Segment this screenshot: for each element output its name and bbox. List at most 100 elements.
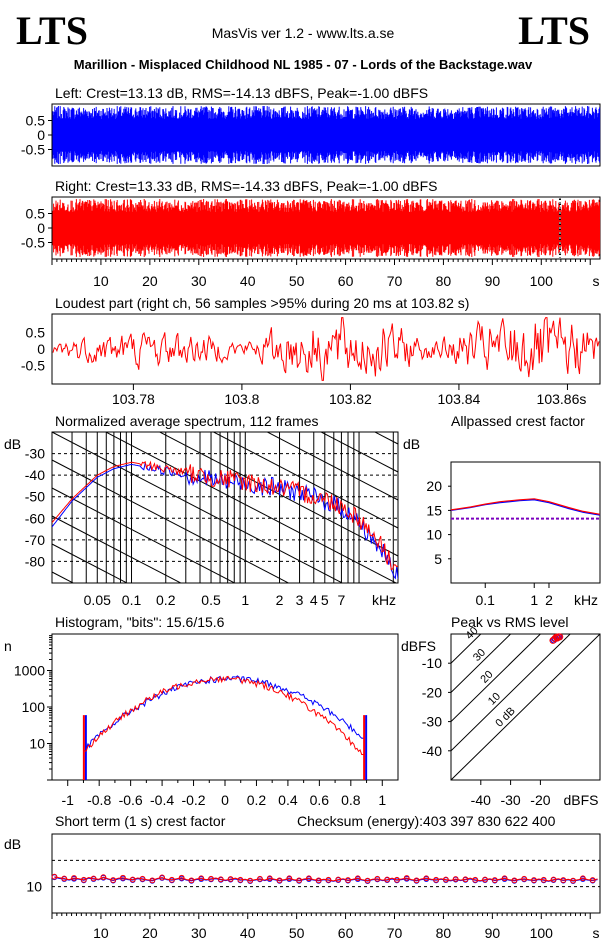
time-axis-label: s [593, 273, 600, 289]
right-waveform [52, 199, 601, 257]
spectrum-slope-line [52, 432, 344, 583]
time-axis-label: 100 [530, 273, 554, 289]
spectrum-slope-line [52, 515, 182, 583]
spectrum-slope-line [52, 656, 398, 836]
short-term-point-right [433, 876, 439, 883]
histogram-title: Histogram, "bits": 15.6/15.6 [55, 614, 225, 630]
short-term-ytick-label: 10 [26, 879, 42, 895]
checksum-value: 403 397 830 622 400 [423, 813, 556, 829]
left-waveform-trace [52, 106, 601, 164]
allpassed-xtick-label: 0.1 [476, 592, 496, 608]
spectrum-slope-line [52, 487, 236, 583]
spectrum-plot [52, 432, 398, 864]
loudest-part-title: Loudest part (right ch, 56 samples >95% … [55, 295, 469, 311]
histogram-xtick-label: 0.6 [310, 792, 330, 808]
histogram-xtick-label: -0.8 [87, 792, 111, 808]
spectrum-slope-line [52, 684, 398, 864]
spectrum-ytick-label: -40 [25, 467, 45, 483]
histogram-xtick-label: 0.4 [278, 792, 298, 808]
histogram-xtick-label: 0.2 [247, 792, 267, 808]
allpassed-xtick-label: 1 [530, 592, 538, 608]
short-term-xtick-label: 80 [436, 925, 452, 941]
allpassed-xtick-label: 2 [545, 592, 553, 608]
short-term-point-right [217, 876, 224, 883]
spectrum-xtick-label: 4 [310, 592, 318, 608]
histogram-xtick-label: 1 [378, 792, 386, 808]
loudest-ytick-label: -0.5 [21, 358, 45, 374]
allpassed-ytick-label: 15 [426, 502, 442, 518]
short-term-point-right [139, 875, 146, 882]
allpassed-ytick-label: 5 [434, 551, 442, 567]
peak-rms-crest-line [451, 634, 542, 723]
peak-rms-title: Peak vs RMS level [451, 614, 568, 630]
loudest-part-frame [51, 313, 601, 385]
short-term-xtick-label: 50 [289, 925, 305, 941]
short-term-point-right [560, 877, 567, 883]
right-ytick-label: 0 [37, 220, 45, 236]
short-term-point-right [51, 873, 58, 880]
short-term-point-right [423, 875, 430, 882]
spectrum-xtick-label: 0.1 [122, 592, 142, 608]
time-axis-label: 40 [240, 273, 256, 289]
loudest-part-trace [52, 317, 600, 381]
short-term-point-right [305, 875, 312, 882]
short-term-point-right [257, 875, 263, 882]
short-term-xtick-label: 40 [240, 925, 256, 941]
short-term-point-right [276, 877, 283, 884]
peak-rms-point-right [549, 636, 557, 644]
loudest-xtick-label: 103.84 [438, 391, 481, 407]
peak-rms-plot [451, 634, 600, 780]
short-term-point-right [374, 875, 381, 882]
peak-rms-point-right [556, 633, 564, 641]
short-term-point-right [511, 877, 518, 884]
short-term-point-right [129, 876, 136, 883]
short-term-point-right [198, 875, 205, 882]
short-term-point-right [442, 876, 449, 883]
spectrum-slope-line [212, 432, 398, 529]
app-title: MasVis ver 1.2 - www.lts.a.se [211, 25, 395, 41]
short-term-point-right [110, 877, 117, 883]
short-term-point-right [345, 877, 351, 883]
short-term-point-right [394, 876, 400, 883]
spectrum-xtick-label: kHz [372, 592, 396, 608]
allpassed-series-left [450, 499, 601, 516]
spectrum-ytick-label: -70 [25, 532, 45, 548]
allpassed-ylabel: dB [403, 436, 420, 452]
peak-rms-ytick-label: -30 [422, 714, 442, 730]
histogram-series-right [84, 675, 365, 755]
loudest-xtick-label: 103.8 [224, 391, 259, 407]
peak-rms-crest-line [451, 634, 571, 752]
peak-rms-xtick-label: dBFS [563, 792, 598, 808]
spectrum-series-right [52, 460, 398, 571]
short-term-point-right [472, 876, 479, 883]
left-waveform [52, 106, 601, 164]
short-term-point-right [354, 875, 361, 882]
peak-rms-ytick-label: -20 [422, 684, 442, 700]
short-term-point-right [80, 876, 87, 883]
peak-rms-crest-label: 30 [471, 647, 488, 664]
time-axis-label: 10 [93, 273, 109, 289]
histogram-xtick-label: -0.6 [119, 792, 143, 808]
short-term-frame [51, 833, 601, 914]
peak-rms-crest-label: 10 [486, 691, 503, 708]
time-axis-label: 60 [338, 273, 354, 289]
histogram-ytick-label: 1000 [14, 663, 45, 679]
short-term-point-right [247, 877, 254, 884]
histogram-xtick-label: 0 [221, 792, 229, 808]
spectrum-xtick-label: 5 [321, 592, 329, 608]
spectrum-ytick-label: -30 [25, 446, 45, 462]
spectrum-slope-line [266, 432, 398, 501]
spectrum-title: Normalized average spectrum, 112 frames [55, 413, 319, 429]
short-term-point-right [208, 875, 214, 882]
short-term-point-right [100, 874, 107, 881]
short-term-point-right [570, 877, 576, 884]
allpassed-ytick-label: 10 [426, 527, 442, 543]
spectrum-frame [51, 431, 399, 584]
left-channel-title: Left: Crest=13.13 dB, RMS=-14.13 dBFS, P… [55, 85, 428, 101]
spectrum-xtick-label: 1 [241, 592, 249, 608]
loudest-ytick-label: 0.5 [26, 325, 46, 341]
short-term-ylabel: dB [4, 836, 21, 852]
lts-logo-right: LTS [518, 8, 590, 53]
right-channel-title: Right: Crest=13.33 dB, RMS=-14.33 dBFS, … [55, 178, 437, 194]
short-term-point-right [61, 875, 68, 882]
